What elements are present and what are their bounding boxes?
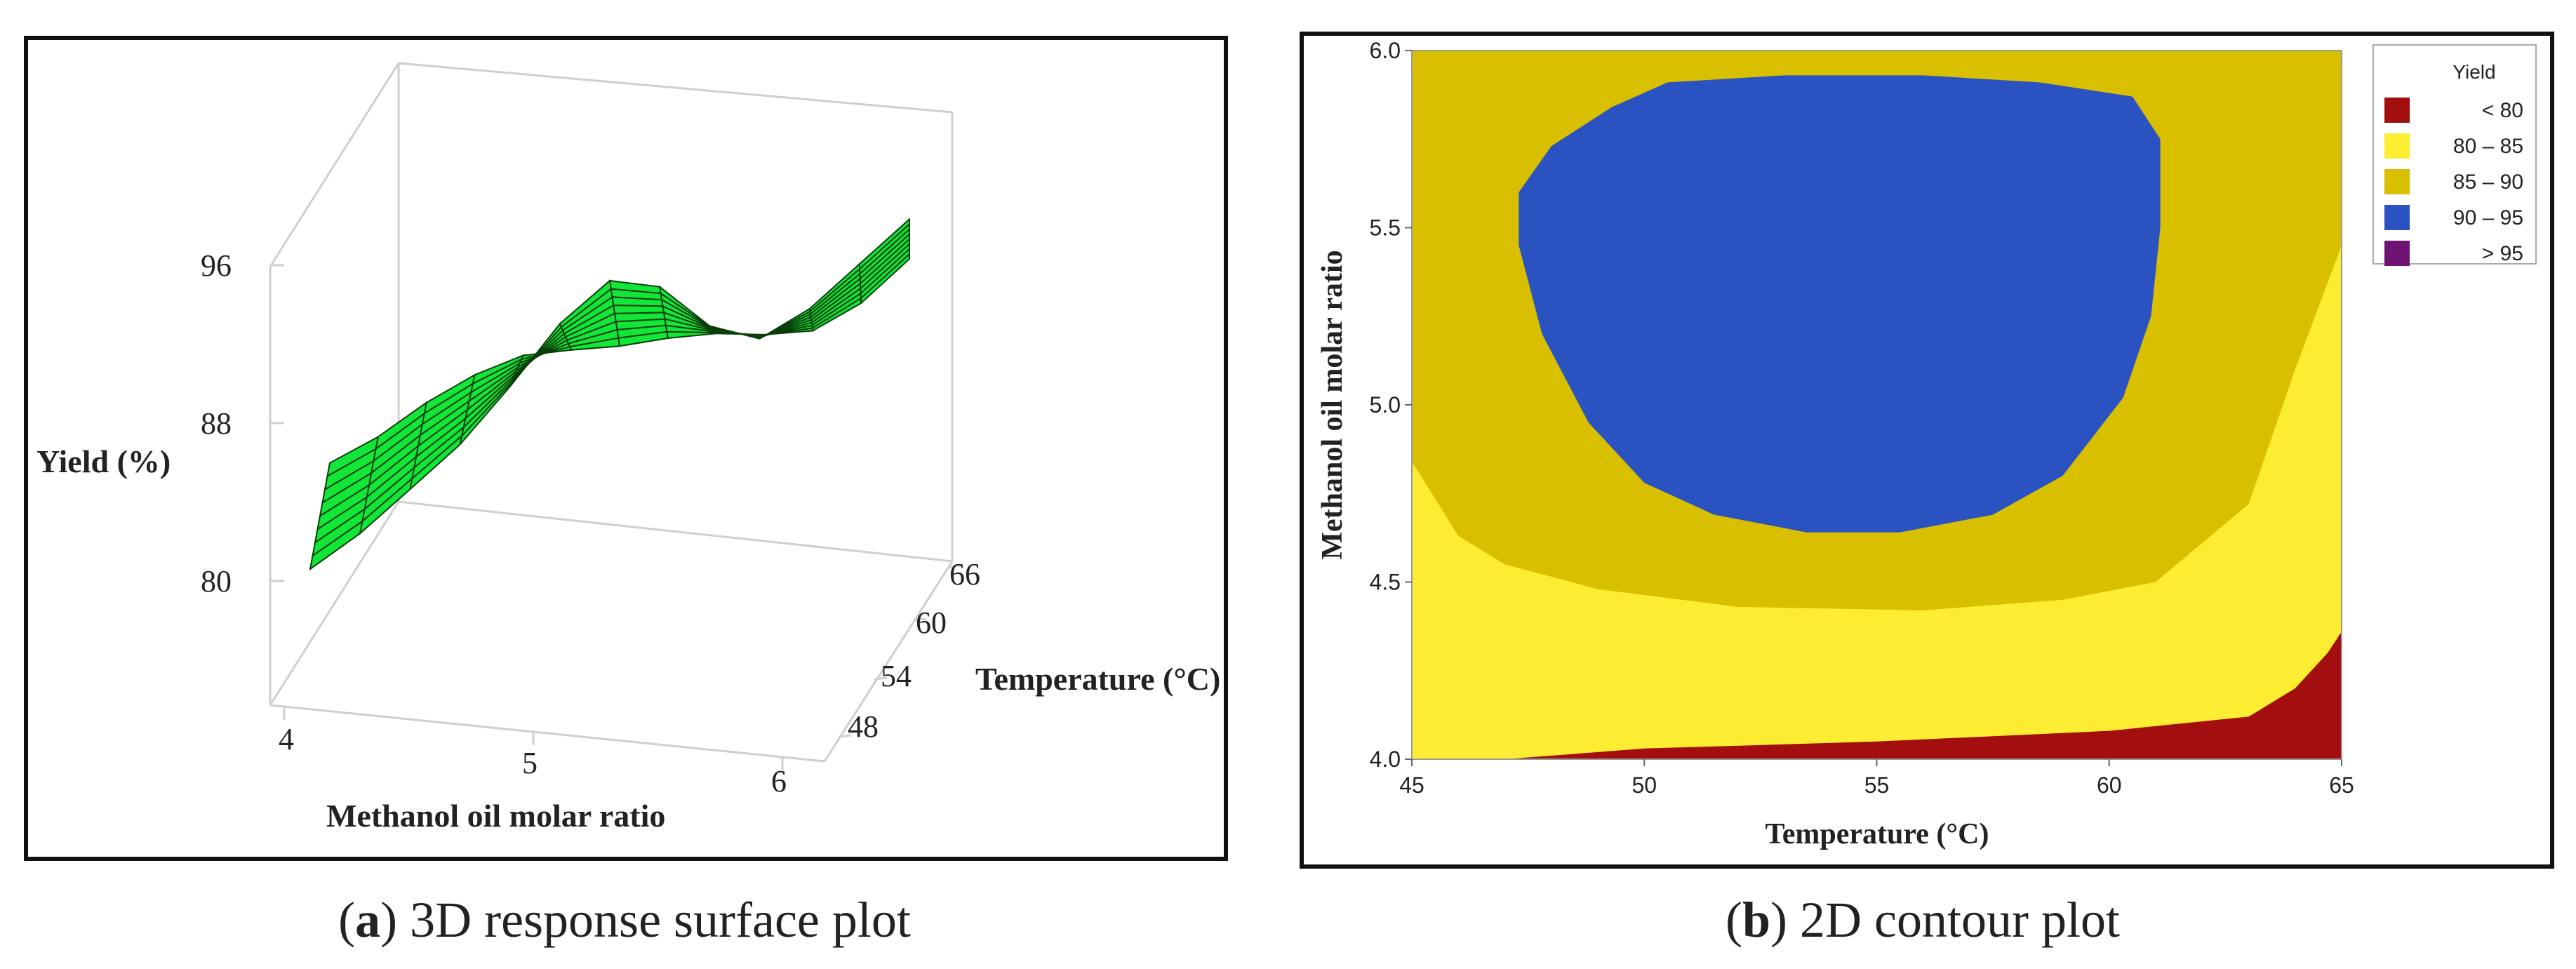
caption-a: (a) 3D response surface plot [338, 892, 911, 948]
z-tick-label: 80 [201, 564, 232, 599]
z-axis [270, 264, 284, 582]
caption-a-text: 3D response surface plot [410, 892, 911, 948]
legend-swatch [2384, 241, 2410, 266]
z-tick-label: 88 [201, 406, 232, 441]
y-tick-mark [874, 676, 888, 681]
x-axis-title: Temperature (°C) [1766, 818, 1989, 850]
x-tick-label: 65 [2329, 773, 2354, 798]
x-tick-label: 50 [1631, 773, 1657, 798]
contour-regions [1412, 51, 2342, 759]
caption-b: (b) 2D contour plot [1726, 892, 2120, 948]
y-tick-label: 48 [848, 709, 879, 744]
x-ticks: 45 50 55 60 65 [1399, 759, 2354, 798]
y-tick-label: 66 [949, 557, 980, 592]
legend-swatch [2384, 205, 2410, 230]
y-ticks: 4.0 4.5 5.0 5.5 6.0 [1370, 38, 1412, 772]
z-tick-label: 96 [201, 248, 232, 283]
region-lt-80 [1504, 631, 2342, 759]
x-axis [283, 707, 784, 770]
box-edge [269, 501, 400, 706]
x-tick-label: 60 [2097, 773, 2122, 798]
y-axis-title: Temperature (°C) [975, 661, 1220, 697]
x-tick-label: 55 [1864, 773, 1890, 798]
x-tick-label: 4 [279, 722, 294, 756]
x-tick-label: 45 [1399, 773, 1424, 798]
legend-label: 80 – 85 [2453, 135, 2523, 158]
caption-a-letter: a [355, 892, 380, 948]
y-axis-title: Methanol oil molar ratio [1316, 250, 1349, 559]
y-tick-label: 5.5 [1370, 215, 1401, 241]
legend-swatch [2384, 98, 2410, 123]
panel-a-frame [24, 36, 1228, 861]
legend-label: 90 – 95 [2453, 206, 2523, 229]
y-tick-label: 5.0 [1370, 392, 1401, 417]
legend-entries: < 80 80 – 85 85 – 90 90 – 95 > 95 [2384, 98, 2523, 266]
legend-label: > 95 [2482, 242, 2523, 265]
caption-b-text: 2D contour plot [1800, 892, 2120, 948]
box-edge [823, 561, 954, 762]
surface-cell [858, 218, 910, 271]
contour-plot: 45 50 55 60 65 4.0 4.5 5.0 5.5 6.0 Temperature (… [1316, 38, 2537, 850]
y-tick-mark [838, 734, 852, 738]
x-tick-label: 6 [771, 764, 787, 798]
caption-b-letter: b [1742, 892, 1770, 948]
y-tick-label: 4.0 [1370, 747, 1401, 772]
y-tick-mark [913, 617, 927, 622]
box-edge [398, 62, 953, 114]
legend-label: < 80 [2482, 99, 2523, 122]
axes-box [269, 62, 954, 763]
y-axis [838, 564, 962, 738]
legend-title: Yield [2452, 61, 2495, 83]
legend-swatch [2384, 169, 2410, 194]
y-tick-mark [948, 564, 962, 568]
surface-mesh [309, 218, 910, 571]
box-edge [398, 500, 953, 563]
z-axis-title: Yield (%) [36, 443, 171, 479]
y-tick-label: 6.0 [1370, 38, 1401, 63]
y-tick-label: 54 [881, 659, 912, 693]
legend: Yield < 80 80 – 85 85 – 90 90 – 95 > 95 [2373, 44, 2537, 266]
legend-label: 85 – 90 [2453, 171, 2523, 194]
x-tick-label: 5 [522, 746, 538, 780]
surface-plot: 96 88 80 Yield (%) 4 5 6 Methanol oil mo… [36, 62, 1220, 834]
region-90-95 [1519, 75, 2161, 533]
x-axis-title: Methanol oil molar ratio [326, 798, 665, 834]
legend-swatch [2384, 133, 2410, 159]
box-edge [269, 704, 825, 763]
y-tick-label: 4.5 [1370, 570, 1401, 595]
box-edge [269, 62, 400, 267]
y-tick-label: 60 [916, 606, 947, 640]
